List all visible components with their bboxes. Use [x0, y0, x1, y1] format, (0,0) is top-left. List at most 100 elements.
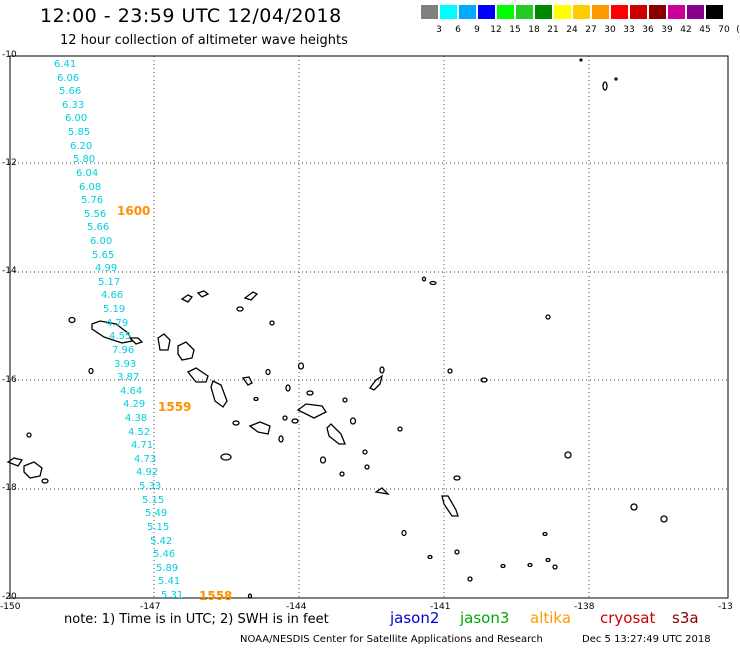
- legend-label: 6: [455, 25, 461, 35]
- wave-height-value: 6.06: [57, 73, 80, 84]
- credit-line: NOAA/NESDIS Center for Satellite Applica…: [240, 634, 543, 645]
- footer-note: note: 1) Time is in UTC; 2) SWH is in fe…: [64, 612, 329, 627]
- legend-swatch: [592, 5, 609, 19]
- legend-swatch: [554, 5, 571, 19]
- wave-height-value: 4.99: [95, 263, 118, 274]
- latitude-label: -16: [2, 375, 17, 385]
- track-time-label: 1600: [117, 204, 151, 218]
- wave-height-value: 5.56: [84, 209, 107, 220]
- wave-height-value: 6.33: [62, 100, 85, 111]
- track-time-label: 1558: [199, 589, 233, 603]
- wave-height-value: 6.00: [90, 236, 113, 247]
- wave-height-value: 4.55: [109, 331, 132, 342]
- wave-height-value: 5.66: [87, 222, 110, 233]
- wave-height-value: 4.92: [136, 467, 159, 478]
- legend-label: 15: [509, 25, 521, 35]
- wave-height-value: 5.42: [150, 536, 173, 547]
- longitude-label: -144: [286, 602, 307, 612]
- legend-label: 45: [699, 25, 711, 35]
- legend-label: 70: [718, 25, 730, 35]
- latitude-label: -10: [2, 50, 17, 60]
- latitude-label: -14: [2, 266, 17, 276]
- map-subtitle: 12 hour collection of altimeter wave hei…: [60, 33, 348, 48]
- wave-height-value: 6.04: [76, 168, 99, 179]
- legend-swatch: [706, 5, 723, 19]
- longitude-label: -147: [140, 602, 161, 612]
- wave-height-value: 5.15: [142, 495, 165, 506]
- satellite-name: cryosat: [600, 609, 656, 627]
- wave-height-value: 4.29: [123, 399, 146, 410]
- legend-swatch: [668, 5, 685, 19]
- legend-label: 9: [474, 25, 480, 35]
- legend-label: 27: [585, 25, 597, 35]
- wave-height-value: 6.41: [54, 59, 77, 70]
- wave-height-value: 5.85: [68, 127, 91, 138]
- satellite-name: s3a: [672, 609, 699, 627]
- map-frame: [9, 55, 729, 599]
- wave-height-value: 5.49: [145, 508, 168, 519]
- legend-swatch: [421, 5, 438, 19]
- legend-swatch: [649, 5, 666, 19]
- legend-swatch: [611, 5, 628, 19]
- legend-label: 21: [547, 25, 559, 35]
- legend-label: 3: [436, 25, 442, 35]
- legend-swatch: [535, 5, 552, 19]
- wave-height-value: 4.79: [106, 318, 129, 329]
- track-time-label: 1559: [158, 400, 192, 414]
- island-outlines: [6, 58, 668, 599]
- legend-label: 24: [566, 25, 578, 35]
- longitude-label: -141: [430, 602, 451, 612]
- latitude-label: -18: [2, 483, 17, 493]
- wave-height-value: 5.46: [153, 549, 176, 560]
- legend-label: (ft): [736, 25, 740, 35]
- wave-height-value: 6.08: [79, 182, 102, 193]
- legend-swatch: [687, 5, 704, 19]
- longitude-label: -13: [718, 602, 733, 612]
- wave-height-value: 5.66: [59, 86, 82, 97]
- legend-swatch: [573, 5, 590, 19]
- map-title: 12:00 - 23:59 UTC 12/04/2018: [40, 5, 342, 27]
- legend-swatch: [516, 5, 533, 19]
- legend-label: 30: [604, 25, 616, 35]
- wave-height-value: 4.73: [134, 454, 157, 465]
- wave-height-value: 4.71: [131, 440, 154, 451]
- wave-height-value: 5.19: [103, 304, 126, 315]
- latitude-label: -12: [2, 158, 17, 168]
- wave-height-value: 3.93: [114, 359, 137, 370]
- legend-label: 12: [490, 25, 502, 35]
- satellite-name: altika: [530, 609, 572, 627]
- legend-swatch: [440, 5, 457, 19]
- legend-swatch: [459, 5, 476, 19]
- wave-height-value: 5.76: [81, 195, 104, 206]
- wave-height-value: 7.96: [112, 345, 135, 356]
- wave-height-value: 3.87: [117, 372, 140, 383]
- wave-height-value: 4.38: [125, 413, 148, 424]
- legend-swatch: [478, 5, 495, 19]
- wave-height-value: 5.65: [92, 250, 115, 261]
- legend-label: 18: [528, 25, 540, 35]
- wave-height-value: 5.89: [156, 563, 179, 574]
- wave-height-value: 4.66: [101, 290, 124, 301]
- legend-label: 33: [623, 25, 635, 35]
- wave-height-value: 4.64: [120, 386, 143, 397]
- wave-height-value: 5.80: [73, 154, 96, 165]
- longitude-label: -150: [0, 602, 21, 612]
- wave-height-value: 5.17: [98, 277, 121, 288]
- latitude-label: -20: [2, 592, 17, 602]
- legend-label: 42: [680, 25, 692, 35]
- wave-height-value: 6.20: [70, 141, 93, 152]
- legend-swatch: [497, 5, 514, 19]
- satellite-name: jason2: [390, 609, 440, 627]
- wave-height-value: 5.31: [161, 590, 184, 601]
- satellite-name: jason3: [460, 609, 510, 627]
- wave-height-value: 5.33: [139, 481, 162, 492]
- wave-height-value: 6.00: [65, 113, 88, 124]
- wave-height-value: 4.52: [128, 427, 151, 438]
- legend-swatch: [630, 5, 647, 19]
- legend-label: 36: [642, 25, 654, 35]
- generation-timestamp: Dec 5 13:27:49 UTC 2018: [582, 634, 711, 645]
- wave-height-value: 5.15: [147, 522, 170, 533]
- legend-label: 39: [661, 25, 673, 35]
- wave-height-value: 5.41: [158, 576, 181, 587]
